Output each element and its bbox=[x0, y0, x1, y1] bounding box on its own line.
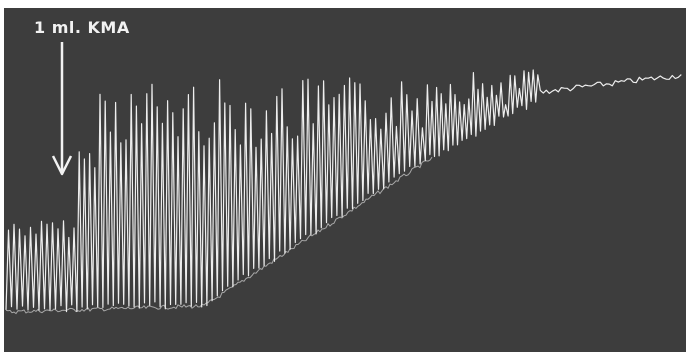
trace-lines bbox=[5, 69, 682, 315]
recording-panel: 1 ml. KMA bbox=[4, 8, 686, 352]
baseline-trace bbox=[5, 156, 433, 315]
down-arrow-icon bbox=[51, 42, 73, 176]
contraction-trace bbox=[5, 69, 682, 313]
injection-label: 1 ml. KMA bbox=[34, 18, 130, 37]
kymograph-trace bbox=[5, 42, 682, 315]
